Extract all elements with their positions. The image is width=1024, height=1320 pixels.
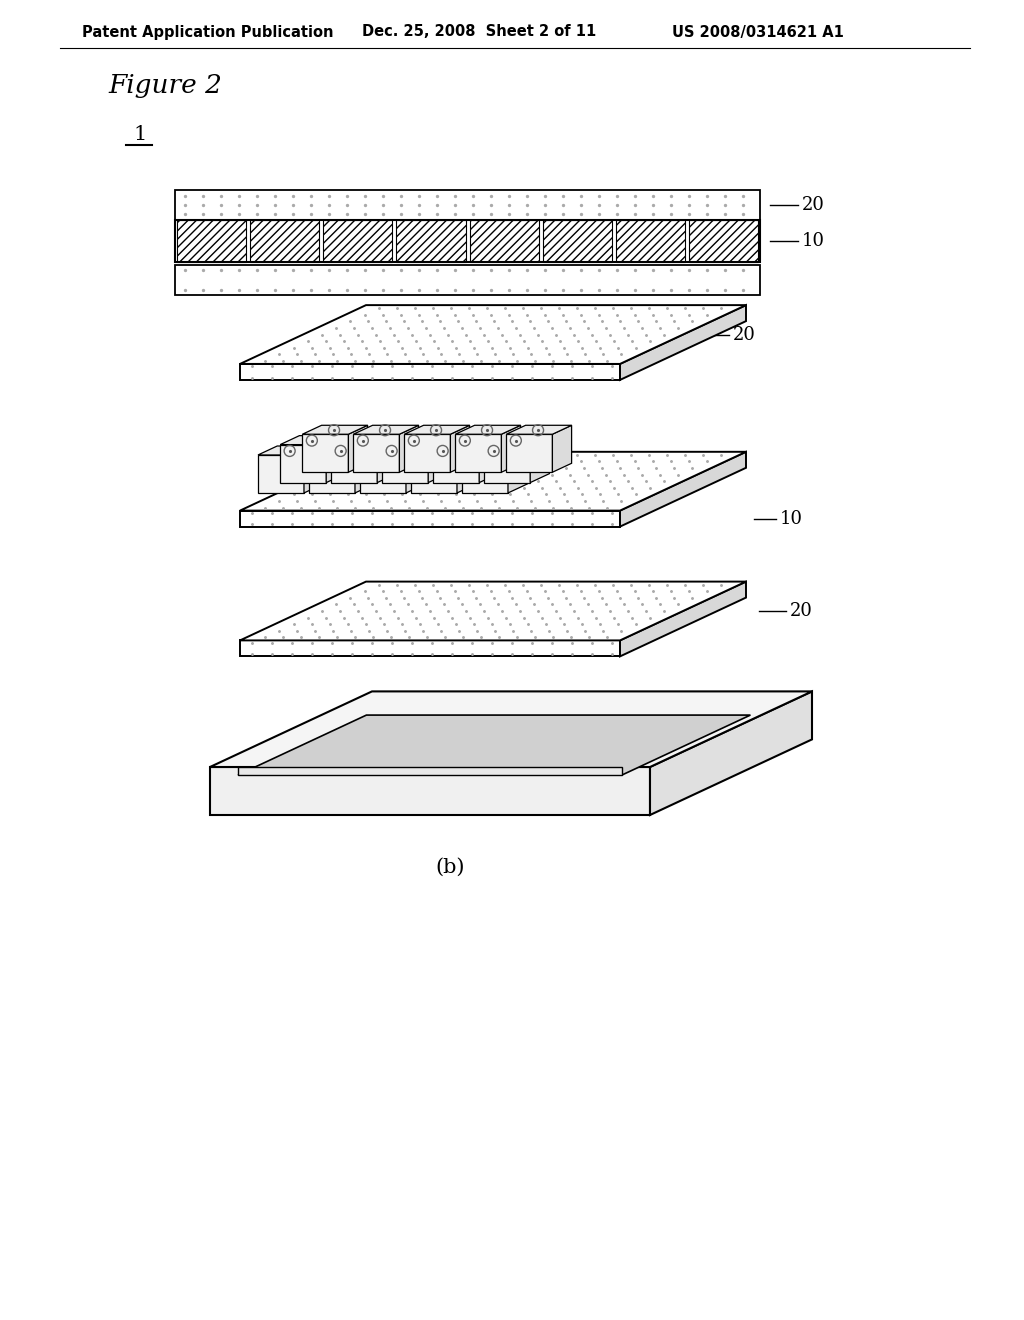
Polygon shape <box>238 767 622 775</box>
Text: Figure 2: Figure 2 <box>108 73 222 98</box>
Polygon shape <box>484 436 550 445</box>
Polygon shape <box>281 445 327 483</box>
Polygon shape <box>620 451 746 527</box>
Polygon shape <box>240 364 620 380</box>
Polygon shape <box>240 451 746 511</box>
Polygon shape <box>620 582 746 656</box>
Polygon shape <box>382 436 447 445</box>
Polygon shape <box>433 445 479 483</box>
Polygon shape <box>304 446 324 492</box>
Bar <box>324 220 392 261</box>
Text: 20: 20 <box>790 602 813 620</box>
Polygon shape <box>507 434 552 473</box>
Bar <box>396 220 466 261</box>
Text: 1: 1 <box>133 125 146 144</box>
Polygon shape <box>353 434 399 473</box>
Polygon shape <box>406 446 425 492</box>
Polygon shape <box>530 436 550 483</box>
Bar <box>469 220 539 261</box>
Polygon shape <box>457 446 476 492</box>
Polygon shape <box>309 455 355 492</box>
Bar <box>175 220 760 261</box>
Polygon shape <box>462 446 527 455</box>
Polygon shape <box>240 640 620 656</box>
Polygon shape <box>404 425 470 434</box>
Text: Patent Application Publication: Patent Application Publication <box>82 25 334 40</box>
Polygon shape <box>240 305 746 364</box>
Polygon shape <box>210 767 650 814</box>
Bar <box>689 220 758 261</box>
Text: US 2008/0314621 A1: US 2008/0314621 A1 <box>672 25 844 40</box>
Bar <box>177 220 246 261</box>
Polygon shape <box>552 425 571 473</box>
Polygon shape <box>508 446 527 492</box>
Polygon shape <box>302 434 348 473</box>
Polygon shape <box>411 455 457 492</box>
Polygon shape <box>281 436 345 445</box>
Polygon shape <box>484 445 530 483</box>
Polygon shape <box>240 511 620 527</box>
Polygon shape <box>348 425 368 473</box>
Polygon shape <box>309 446 374 455</box>
Polygon shape <box>399 425 419 473</box>
Polygon shape <box>331 445 377 483</box>
Polygon shape <box>411 446 476 455</box>
Bar <box>250 220 319 261</box>
Polygon shape <box>353 425 419 434</box>
Polygon shape <box>258 446 324 455</box>
Polygon shape <box>404 434 451 473</box>
Polygon shape <box>433 436 499 445</box>
Polygon shape <box>360 446 425 455</box>
Polygon shape <box>479 436 499 483</box>
Polygon shape <box>502 425 520 473</box>
Polygon shape <box>240 582 746 640</box>
Bar <box>175 190 760 220</box>
Polygon shape <box>382 445 428 483</box>
Polygon shape <box>451 425 470 473</box>
Text: Dec. 25, 2008  Sheet 2 of 11: Dec. 25, 2008 Sheet 2 of 11 <box>362 25 596 40</box>
Polygon shape <box>360 455 406 492</box>
Polygon shape <box>620 305 746 380</box>
Polygon shape <box>462 455 508 492</box>
Text: 10: 10 <box>802 232 825 249</box>
Polygon shape <box>331 436 396 445</box>
Bar <box>543 220 611 261</box>
Polygon shape <box>258 455 304 492</box>
Text: 20: 20 <box>802 195 825 214</box>
Polygon shape <box>456 425 520 434</box>
Text: (a): (a) <box>454 323 482 342</box>
Polygon shape <box>210 692 812 767</box>
Text: (b): (b) <box>435 858 465 876</box>
Polygon shape <box>650 692 812 814</box>
Polygon shape <box>327 436 345 483</box>
Bar <box>175 265 760 294</box>
Polygon shape <box>507 425 571 434</box>
Text: 20: 20 <box>733 326 756 343</box>
Text: 10: 10 <box>780 510 803 528</box>
Bar <box>615 220 685 261</box>
Polygon shape <box>456 434 502 473</box>
Polygon shape <box>428 436 447 483</box>
Polygon shape <box>238 715 751 775</box>
Polygon shape <box>302 425 368 434</box>
Polygon shape <box>355 446 374 492</box>
Polygon shape <box>377 436 396 483</box>
